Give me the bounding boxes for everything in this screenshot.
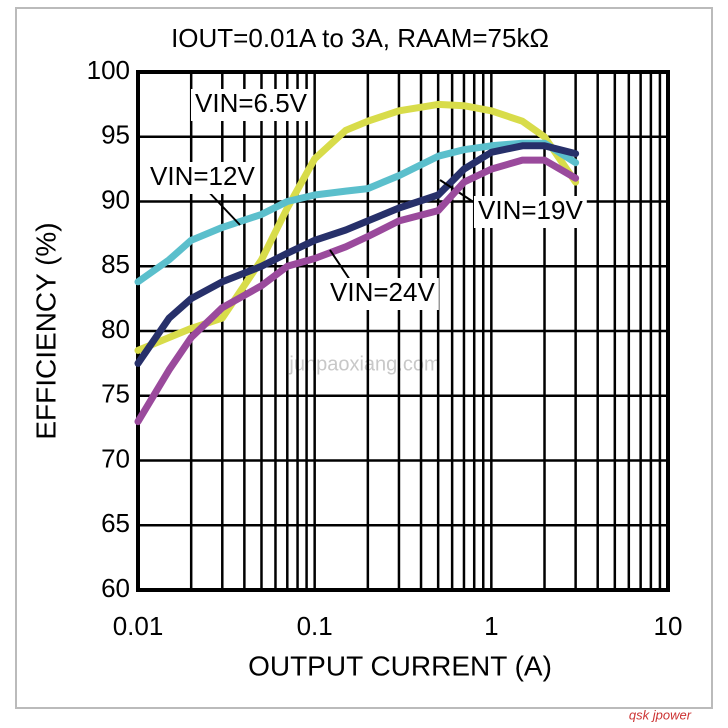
leader-line [329,249,351,281]
x-axis-label: OUTPUT CURRENT (A) [248,650,552,681]
y-tick-label: 75 [101,379,130,409]
series-line [134,142,580,367]
series-label: VIN=19V [478,195,583,225]
y-tick-label: 95 [101,120,130,150]
y-tick-label: 100 [87,55,130,85]
series-line [134,139,580,286]
y-tick-label: 90 [101,184,130,214]
x-tick-label: 1 [484,611,498,641]
y-tick-label: 65 [101,508,130,538]
y-axis-label: EFFICIENCY (%) [30,222,61,439]
footer: qsk jpower [629,707,692,722]
series-line [134,156,580,426]
label-bg [191,89,312,121]
label-bg [326,278,439,310]
label-bg [474,196,587,228]
y-tick-label: 85 [101,249,130,279]
series-label: VIN=12V [150,161,255,191]
leader-line [204,187,241,226]
y-tick-label: 80 [101,314,130,344]
label-bg [146,162,259,194]
x-tick-label: 0.1 [297,611,333,641]
watermark: junpaoxiang.com [288,353,440,375]
x-tick-label: 10 [654,611,683,641]
x-tick-label: 0.01 [113,611,164,641]
chart-title: IOUT=0.01A to 3A, RAAM=75kΩ [171,23,549,53]
plot-border [136,70,670,592]
y-tick-label: 70 [101,443,130,473]
series-label: VIN=6.5V [195,88,308,118]
y-tick-label: 60 [101,573,130,603]
series-label: VIN=24V [330,277,435,307]
